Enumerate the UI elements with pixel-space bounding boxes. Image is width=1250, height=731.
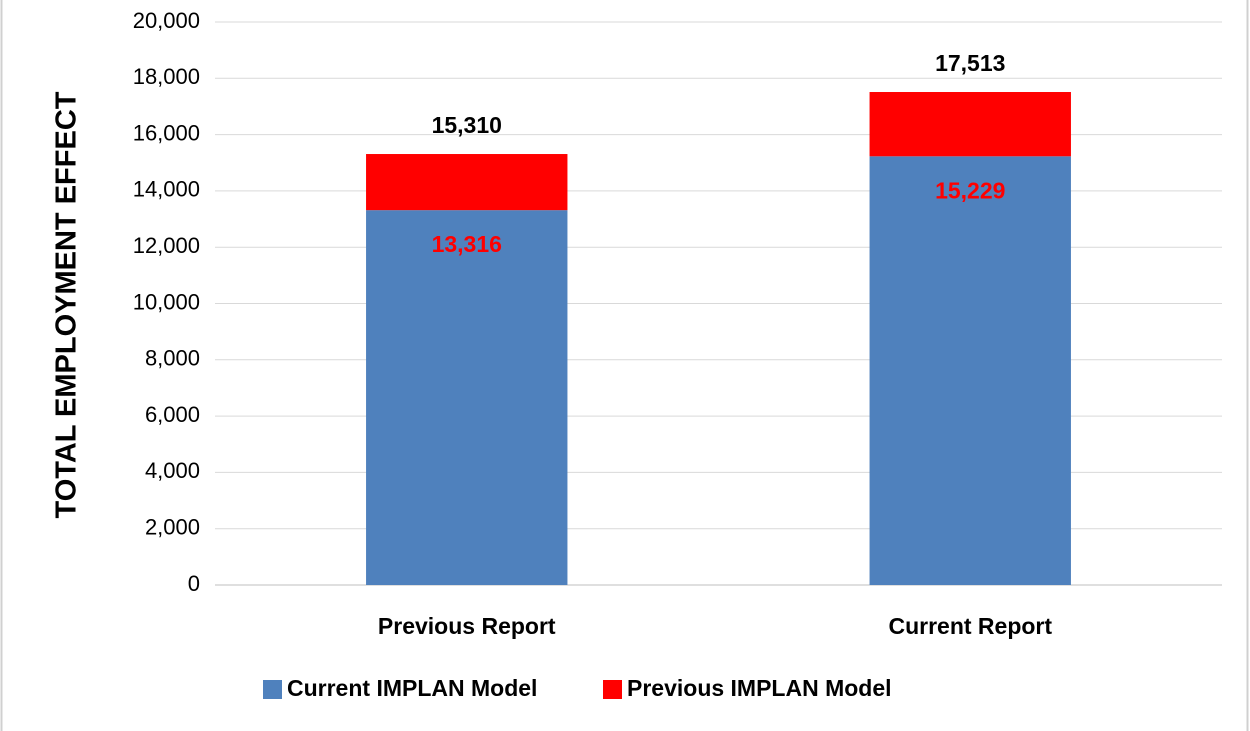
y-tick-label: 0	[188, 571, 200, 596]
y-tick-label: 18,000	[133, 64, 200, 89]
legend-swatch	[263, 680, 282, 699]
bar-segment	[366, 210, 568, 585]
bar-segment	[869, 156, 1071, 585]
y-tick-label: 6,000	[145, 402, 200, 427]
legend-swatch	[603, 680, 622, 699]
legend-label: Current IMPLAN Model	[287, 675, 537, 701]
total-label: 17,513	[935, 50, 1005, 76]
x-tick-label: Current Report	[888, 613, 1052, 639]
bar-segment	[869, 92, 1071, 157]
y-tick-label: 14,000	[133, 177, 200, 202]
y-tick-label: 12,000	[133, 233, 200, 258]
y-tick-label: 2,000	[145, 515, 200, 540]
data-label: 13,316	[432, 231, 502, 257]
x-tick-label: Previous Report	[378, 613, 556, 639]
y-axis-title: TOTAL EMPLOYMENT EFFECT	[51, 91, 83, 518]
legend-label: Previous IMPLAN Model	[627, 675, 892, 701]
y-tick-label: 10,000	[133, 289, 200, 314]
y-tick-label: 20,000	[133, 8, 200, 33]
bar-segment	[366, 154, 568, 211]
data-label: 15,229	[935, 177, 1005, 203]
total-label: 15,310	[432, 112, 502, 138]
y-tick-label: 16,000	[133, 120, 200, 145]
y-tick-label: 8,000	[145, 346, 200, 371]
y-tick-label: 4,000	[145, 458, 200, 483]
